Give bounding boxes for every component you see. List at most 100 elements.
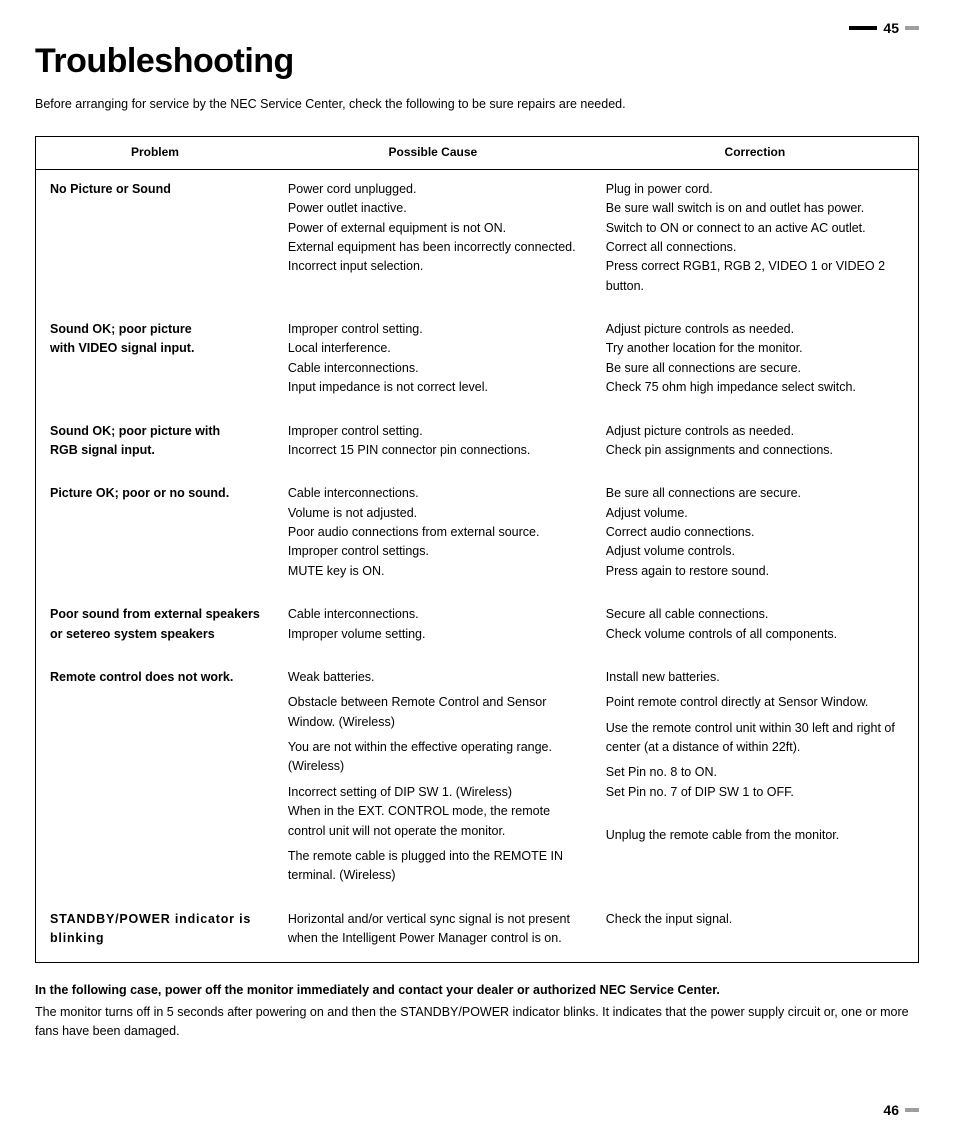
problem-line: Sound OK; poor picture with [50,422,264,441]
cause-line: MUTE key is ON. [288,562,582,581]
cause-line: Power cord unplugged. [288,180,582,199]
table-row: No Picture or Sound Power cord unplugged.… [36,169,919,310]
troubleshooting-table: Problem Possible Cause Correction No Pic… [35,136,919,964]
correction-line: Be sure all connections are secure. [606,484,908,503]
cause-line: Volume is not adjusted. [288,504,582,523]
correction-line: Be sure wall switch is on and outlet has… [606,199,908,218]
correction-line: Be sure all connections are secure. [606,359,908,378]
problem-line: Sound OK; poor picture [50,320,264,339]
cause-cell: Horizontal and/or vertical sync signal i… [274,900,592,963]
cause-line: Incorrect 15 PIN connector pin connectio… [288,441,582,460]
col-header-problem: Problem [36,136,274,169]
footer-bold-line: In the following case, power off the mon… [35,981,919,1000]
page-title: Troubleshooting [35,42,919,81]
col-header-cause: Possible Cause [274,136,592,169]
correction-line: Press again to restore sound. [606,562,908,581]
table-row: Picture OK; poor or no sound. Cable inter… [36,474,919,595]
page-number-bottom-value: 46 [883,1102,899,1118]
cause-cell: Cable interconnections.Improper volume s… [274,595,592,658]
correction-line: Switch to ON or connect to an active AC … [606,219,908,238]
cause-line: Cable interconnections. [288,605,582,624]
problem-cell: Sound OK; poor picturewith VIDEO signal … [36,310,274,412]
cause-line: You are not within the effective operati… [288,738,582,777]
problem-line: Remote control does not work. [50,668,264,687]
correction-line: Use the remote control unit within 30 le… [606,719,908,758]
table-row: Sound OK; poor picturewith VIDEO signal … [36,310,919,412]
page-number-bar-light-icon [905,1108,919,1112]
correction-line: Check 75 ohm high impedance select switc… [606,378,908,397]
correction-cell: Secure all cable connections.Check volum… [592,595,919,658]
correction-line: Check pin assignments and connections. [606,441,908,460]
cause-line: When in the EXT. CONTROL mode, the remot… [288,802,582,841]
problem-line: or setereo system speakers [50,625,264,644]
cause-line: Obstacle between Remote Control and Sens… [288,693,582,732]
correction-line: Adjust volume. [606,504,908,523]
problem-cell: Sound OK; poor picture withRGB signal in… [36,412,274,475]
correction-line: Check the input signal. [606,910,908,929]
table-row: STANDBY/POWER indicator is blinking Horiz… [36,900,919,963]
intro-paragraph: Before arranging for service by the NEC … [35,95,919,114]
correction-cell: Plug in power cord.Be sure wall switch i… [592,169,919,310]
page-number-top: 45 [35,20,919,36]
correction-line: Try another location for the monitor. [606,339,908,358]
cause-line: Incorrect setting of DIP SW 1. (Wireless… [288,783,582,802]
cause-line: Improper volume setting. [288,625,582,644]
correction-line: Unplug the remote cable from the monitor… [606,826,908,845]
correction-line: Set Pin no. 7 of DIP SW 1 to OFF. [606,783,908,802]
cause-line: External equipment has been incorrectly … [288,238,582,257]
correction-line: Adjust picture controls as needed. [606,320,908,339]
cause-cell: Weak batteries. Obstacle between Remote C… [274,658,592,900]
table-row: Poor sound from external speakersor sete… [36,595,919,658]
problem-line: STANDBY/POWER indicator is blinking [50,910,264,949]
table-row: Sound OK; poor picture withRGB signal in… [36,412,919,475]
problem-cell: STANDBY/POWER indicator is blinking [36,900,274,963]
correction-line: Secure all cable connections. [606,605,908,624]
cause-cell: Improper control setting.Local interfere… [274,310,592,412]
problem-line: No Picture or Sound [50,180,264,199]
problem-line: Picture OK; poor or no sound. [50,484,264,503]
problem-line: RGB signal input. [50,441,264,460]
problem-cell: Remote control does not work. [36,658,274,900]
correction-line: Adjust volume controls. [606,542,908,561]
correction-cell: Install new batteries. Point remote contr… [592,658,919,900]
correction-line: Correct all connections. [606,238,908,257]
cause-line: Poor audio connections from external sou… [288,523,582,542]
cause-line: Input impedance is not correct level. [288,378,582,397]
cause-line: Cable interconnections. [288,359,582,378]
correction-line: Check volume controls of all components. [606,625,908,644]
problem-line: with VIDEO signal input. [50,339,264,358]
footer-note: In the following case, power off the mon… [35,981,919,1041]
cause-line: Local interference. [288,339,582,358]
problem-cell: Poor sound from external speakersor sete… [36,595,274,658]
correction-cell: Be sure all connections are secure.Adjus… [592,474,919,595]
page-number-bar-light-icon [905,26,919,30]
table-row: Remote control does not work. Weak batter… [36,658,919,900]
cause-line: Power of external equipment is not ON. [288,219,582,238]
correction-line: Plug in power cord. [606,180,908,199]
table-header-row: Problem Possible Cause Correction [36,136,919,169]
footer-body-line: The monitor turns off in 5 seconds after… [35,1005,909,1038]
page-number-bar-icon [849,26,877,30]
correction-line: Point remote control directly at Sensor … [606,693,908,712]
correction-line: Press correct RGB1, RGB 2, VIDEO 1 or VI… [606,257,908,296]
correction-cell: Check the input signal. [592,900,919,963]
page-number-top-value: 45 [883,20,899,36]
cause-line: Cable interconnections. [288,484,582,503]
problem-line: Poor sound from external speakers [50,605,264,624]
cause-line: Improper control setting. [288,320,582,339]
problem-cell: No Picture or Sound [36,169,274,310]
problem-cell: Picture OK; poor or no sound. [36,474,274,595]
cause-line: Power outlet inactive. [288,199,582,218]
correction-line: Adjust picture controls as needed. [606,422,908,441]
correction-cell: Adjust picture controls as needed.Try an… [592,310,919,412]
correction-line: Set Pin no. 8 to ON. [606,763,908,782]
cause-line: Horizontal and/or vertical sync signal i… [288,910,582,949]
cause-line: Improper control settings. [288,542,582,561]
cause-line: Weak batteries. [288,668,582,687]
correction-line: Install new batteries. [606,668,908,687]
cause-line: The remote cable is plugged into the REM… [288,847,582,886]
cause-cell: Cable interconnections.Volume is not adj… [274,474,592,595]
cause-cell: Improper control setting.Incorrect 15 PI… [274,412,592,475]
page-number-bottom: 46 [35,1102,919,1118]
cause-line: Improper control setting. [288,422,582,441]
